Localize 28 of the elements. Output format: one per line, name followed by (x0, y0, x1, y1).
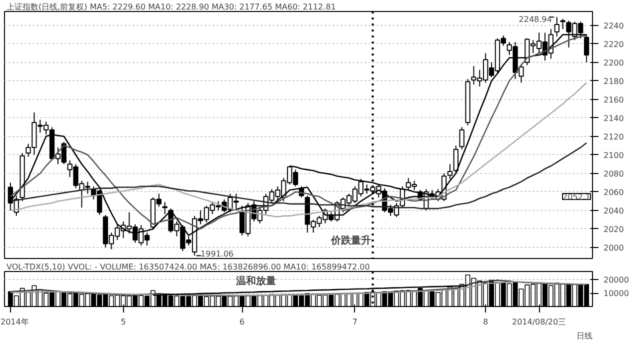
y-tick-label: 2080 (604, 169, 624, 178)
annotation: 2248.94 (518, 15, 552, 24)
y-tick-label: 2040 (604, 206, 624, 216)
x-tick-label: 6 (240, 318, 245, 326)
chart-title: 上证指数(日线,前复权) MA5: 2229.60 MA10: 2228.90 MA30: 2177.65 MA60: 2112.81 (6, 2, 336, 12)
x-tick-label: 7 (352, 318, 358, 326)
chart-title: VOL-TDX(5,10) VVOL: - VOLUME: 163507424.00 MA5: 163826896.00 MA10: 165899472.00 (6, 262, 370, 272)
y-tick-label: 2180 (604, 76, 624, 86)
y-tick-label: 2000 (604, 243, 624, 252)
y-tick-label: 10000 (604, 289, 629, 298)
annotation: 1991.06 (200, 250, 234, 259)
y-tick-label: 2160 (604, 95, 624, 104)
x-tick-label: 8 (483, 318, 488, 326)
annotation: 温和放量 (235, 274, 276, 287)
y-tick-label: 2020 (604, 224, 624, 234)
y-tick-label: 2220 (604, 40, 624, 49)
y-tick-label: 2060 (604, 188, 624, 197)
y-tick-label: 2200 (604, 58, 624, 68)
y-tick-label: 2120 (604, 132, 624, 142)
x-tick-label: 5 (120, 318, 126, 326)
x-tick-label: 2014/08/20三 (512, 318, 566, 326)
text: 日线 (576, 332, 592, 340)
y-tick-label: 2100 (604, 150, 624, 160)
x-tick-label: 2014年 (0, 318, 29, 326)
y-tick-label: 20000 (604, 276, 629, 285)
annotation: 价跌量升 (330, 234, 372, 246)
y-tick-label: 2140 (604, 114, 624, 123)
y-tick-label: 2240 (604, 21, 624, 30)
